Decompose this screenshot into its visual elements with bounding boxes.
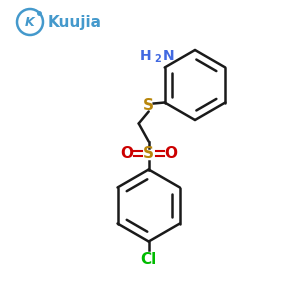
Text: O: O: [164, 146, 177, 161]
Text: O: O: [120, 146, 133, 161]
Text: 2: 2: [155, 53, 161, 64]
Text: S: S: [143, 146, 154, 161]
Text: S: S: [143, 98, 154, 113]
Text: K: K: [25, 16, 35, 28]
Text: Kuujia: Kuujia: [48, 14, 102, 29]
Text: N: N: [163, 49, 174, 62]
Text: Cl: Cl: [141, 252, 157, 267]
Text: H: H: [140, 49, 152, 62]
